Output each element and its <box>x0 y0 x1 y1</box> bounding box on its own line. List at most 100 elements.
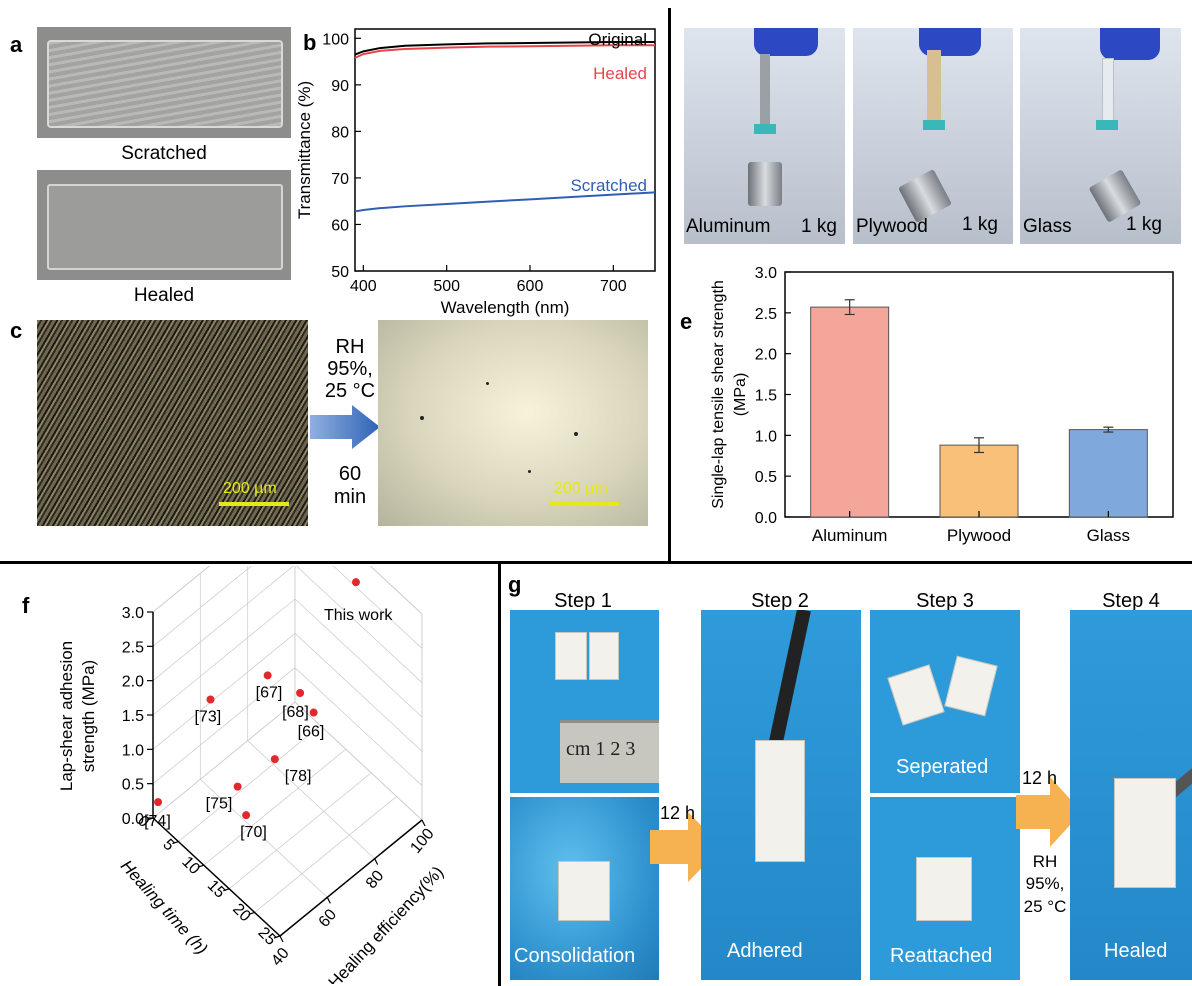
grid-edge <box>152 701 296 819</box>
point-label: [78] <box>285 768 312 785</box>
grid-line <box>247 566 375 859</box>
point-label: [68] <box>282 704 309 721</box>
efficiency-tick-label: 60 <box>316 906 341 931</box>
x-tick-label: 600 <box>517 278 544 295</box>
efficiency-tick <box>279 935 284 943</box>
adhered-label: Adhered <box>727 940 803 962</box>
y-tick-label: 70 <box>331 171 349 188</box>
time-tick <box>223 888 230 892</box>
condition-rh: RH <box>335 336 365 358</box>
horizontal-divider <box>0 561 1192 564</box>
series-line-original <box>354 41 655 56</box>
point-label: [70] <box>240 824 267 841</box>
scale-bar <box>219 502 289 506</box>
material-label: Plywood <box>856 216 928 237</box>
material-label: Glass <box>1023 216 1072 237</box>
series-line-healed <box>354 44 655 59</box>
y-axis-label: Transmittance (%) <box>295 81 314 219</box>
defect-dot <box>486 382 489 385</box>
condition-time-value: 60 <box>338 463 362 485</box>
separated-block-right <box>944 655 998 717</box>
efficiency-axis-label: Healing efficiency(%) <box>325 862 448 984</box>
healed-glass-photo <box>37 170 291 280</box>
adhesion-3d-scatter: 0.00.51.01.52.02.53.00510152025406080100… <box>57 566 448 984</box>
scratched-caption: Scratched <box>121 143 207 164</box>
step-1-blocks-photo: cm 1 2 3 <box>510 610 659 793</box>
y-tick-label: 2.0 <box>755 347 777 364</box>
y-tick-label: 50 <box>331 264 349 281</box>
data-point <box>263 671 272 680</box>
shear-strength-chart: 0.0 0.5 1.0 1.5 2.0 2.5 3.0 Aluminum Plywood Glas… <box>710 265 1174 545</box>
panel-label-a: a <box>10 32 23 57</box>
plot-frame <box>354 28 656 272</box>
point-label: [75] <box>206 796 233 813</box>
time-tick-label: 15 <box>204 877 229 902</box>
step-2-title: Step 2 <box>751 590 809 612</box>
efficiency-tick-label: 80 <box>363 867 388 892</box>
glass-weight-photo: Glass 1 kg <box>1020 28 1181 244</box>
series-label-original: Original <box>588 30 647 49</box>
plywood-strip <box>927 50 941 122</box>
time-tick-label: 20 <box>229 901 254 926</box>
z-tick-label: 3.0 <box>122 605 144 622</box>
reattached-label: Reattached <box>890 945 993 967</box>
ruler <box>560 720 659 783</box>
step-4-healed-photo: Healed <box>1070 610 1192 980</box>
time-tick-label: 10 <box>178 853 203 878</box>
arrow-2-time: 12 h <box>1022 768 1058 788</box>
y-tick-label: 90 <box>331 78 349 95</box>
data-point <box>206 695 215 704</box>
block-right <box>589 632 619 680</box>
x-tick-label: Glass <box>1087 526 1130 545</box>
glove <box>754 28 818 56</box>
point-label: [74] <box>144 813 171 830</box>
point-label: [66] <box>298 724 325 741</box>
y-tick-label: 0.5 <box>755 469 777 486</box>
mass-label: 1 kg <box>1126 214 1162 235</box>
plywood-weight-photo: Plywood 1 kg <box>853 28 1013 244</box>
data-point <box>296 688 305 697</box>
condition-temperature: 25 °C <box>324 380 376 402</box>
defect-dot <box>528 470 531 473</box>
x-tick-label: 400 <box>350 278 377 295</box>
clip <box>1096 120 1118 130</box>
step-3-reattached-photo: Reattached <box>870 797 1020 980</box>
separated-block-left <box>887 664 945 726</box>
time-tick <box>172 841 179 845</box>
grid-edge <box>152 566 211 613</box>
point-label: This work <box>324 607 393 624</box>
arrow-1-time: 12 h <box>660 803 696 823</box>
step-4-condition-temperature: 25 °C <box>1023 897 1067 916</box>
step-1-title: Step 1 <box>554 590 612 612</box>
bar-glass <box>1068 429 1148 518</box>
clip <box>754 124 776 134</box>
z-tick-label: 2.0 <box>122 674 144 691</box>
time-tick <box>197 864 204 868</box>
panel-label-f: f <box>22 593 30 618</box>
healed-caption: Healed <box>133 285 195 306</box>
step-3-title: Step 3 <box>916 590 974 612</box>
efficiency-tick-label: 100 <box>407 825 437 856</box>
step-2-adhered-photo: Adhered <box>701 610 861 980</box>
series-label-scratched: Scratched <box>570 176 647 195</box>
z-tick-label: 0.0 <box>122 811 144 828</box>
data-point <box>154 798 163 807</box>
z-tick-label: 0.5 <box>122 777 144 794</box>
efficiency-tick-label: 40 <box>268 945 293 970</box>
step-arrow-2 <box>1016 777 1082 847</box>
mass-label: 1 kg <box>962 214 998 235</box>
y-tick-label: 0.0 <box>755 510 777 527</box>
y-tick-label: 3.0 <box>755 265 777 282</box>
time-tick <box>146 817 154 821</box>
x-tick-label: Aluminum <box>812 526 888 545</box>
z-axis-label-unit: strength (MPa) <box>79 660 98 772</box>
step-1-consolidation-photo: Consolidation <box>510 797 659 980</box>
block-left <box>555 632 587 680</box>
consolidation-label: Consolidation <box>514 945 636 967</box>
y-axis-label: Single-lap tensile shear strength <box>710 280 727 509</box>
step-4-condition-rh: RH <box>1032 852 1058 871</box>
reattached-block <box>916 857 972 921</box>
panel-label-b: b <box>303 30 317 55</box>
grid-line <box>152 566 423 683</box>
point-label: [67] <box>256 684 283 701</box>
